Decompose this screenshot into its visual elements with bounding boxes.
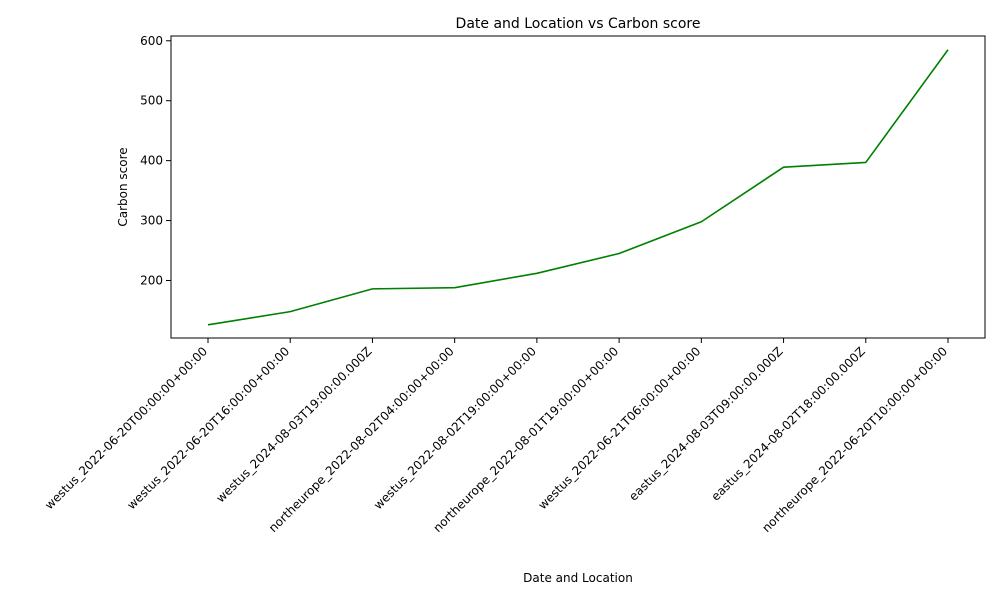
plot-frame	[170, 35, 986, 339]
x-axis-title: Date and Location	[523, 571, 633, 585]
x-tick-label: westus_2022-06-20T16:00:00+00:00	[124, 344, 292, 512]
y-tick-label: 600	[140, 34, 163, 48]
x-tick-label: westus_2022-06-21T06:00:00+00:00	[535, 344, 703, 512]
x-tick-label: eastus_2024-08-03T09:00:00.000Z	[626, 344, 785, 503]
y-tick-label: 500	[140, 94, 163, 108]
x-tick-label: northeurope_2022-08-01T19:00:00+00:00	[430, 344, 621, 535]
x-tick-label: northeurope_2022-06-20T10:00:00+00:00	[759, 344, 950, 535]
chart-title: Date and Location vs Carbon score	[456, 16, 701, 32]
x-tick-label: westus_2022-08-02T19:00:00+00:00	[371, 344, 539, 512]
y-tick-label: 200	[140, 273, 163, 287]
x-tick-label: eastus_2024-08-02T18:00:00.000Z	[708, 344, 867, 503]
x-tick-label: westus_2024-08-03T19:00:00.000Z	[213, 344, 374, 505]
series-line	[207, 49, 949, 326]
x-axis: westus_2022-06-20T00:00:00+00:00westus_2…	[42, 338, 950, 535]
x-tick-label: westus_2022-06-20T00:00:00+00:00	[42, 344, 210, 512]
plot-area	[170, 35, 986, 339]
y-tick-label: 400	[140, 154, 163, 168]
y-axis-title: Carbon score	[116, 147, 130, 226]
y-tick-label: 300	[140, 214, 163, 228]
series-carbon-score	[207, 49, 949, 326]
x-tick-label: northeurope_2022-08-02T04:00:00+00:00	[266, 344, 457, 535]
y-axis: 200 300 400 500 600	[140, 34, 171, 287]
